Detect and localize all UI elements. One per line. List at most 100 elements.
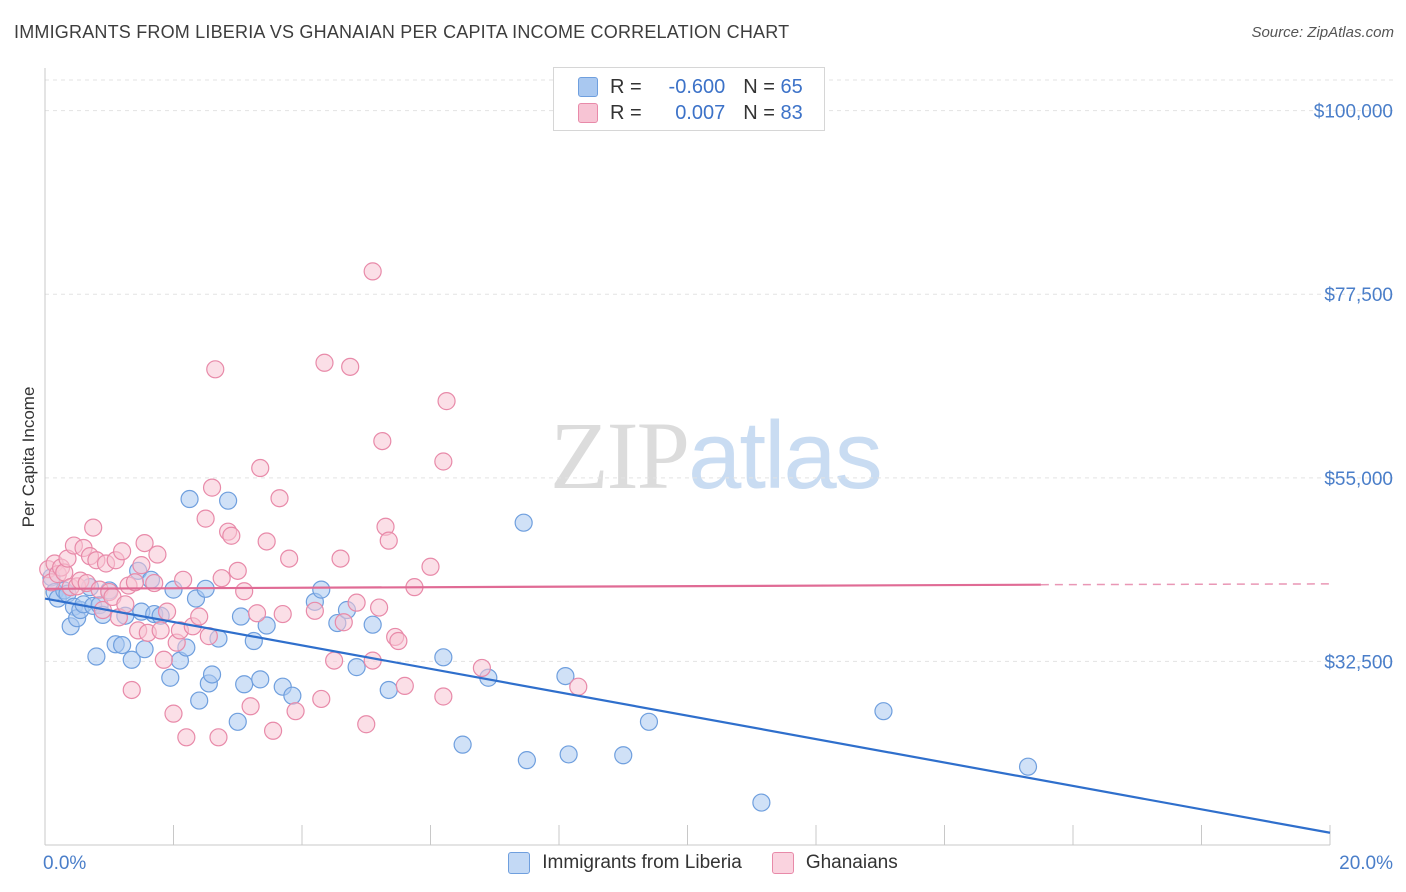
series-liberia-points — [42, 489, 1038, 812]
ghanaian-point-40 — [174, 570, 193, 589]
liberia-point-53 — [434, 648, 453, 667]
y-axis-label: Per Capita Income — [19, 387, 38, 528]
ghanaian-point-27 — [125, 573, 145, 592]
liberia-point-51 — [363, 615, 382, 634]
liberia-point-52 — [379, 680, 398, 700]
ghanaian-point-68 — [334, 613, 353, 632]
liberia-point-26 — [161, 668, 180, 687]
liberia-point-64 — [614, 746, 633, 765]
legend-r-label: R = — [610, 101, 642, 124]
ghanaian-point-61 — [280, 549, 299, 568]
ghanaian-point-65 — [315, 353, 334, 372]
liberia-point-62 — [874, 702, 893, 721]
ghanaian-point-24 — [116, 595, 135, 614]
liberia-point-54 — [453, 735, 472, 754]
liberia-point-30 — [180, 489, 199, 509]
liberia-point-43 — [257, 616, 276, 635]
watermark-zip: ZIP — [550, 402, 690, 509]
legend-row-ghanaians: R = 0.007 N = 83 — [578, 101, 803, 125]
ghanaian-point-49 — [212, 569, 231, 588]
liberia-point-57 — [517, 751, 536, 770]
liberia-point-59 — [559, 745, 578, 764]
ghanaian-point-72 — [363, 651, 382, 670]
ghanaian-point-69 — [341, 357, 360, 376]
ghanaian-point-70 — [347, 593, 366, 612]
ghanaian-point-81 — [434, 452, 453, 471]
ghanaian-point-59 — [270, 489, 289, 508]
series-legend: Immigrants from Liberia Ghanaians — [0, 852, 1406, 874]
x-tick-label-min: 0.0% — [43, 853, 86, 874]
ghanaian-point-60 — [273, 604, 292, 624]
ghanaian-point-26 — [122, 680, 141, 700]
legend-r-label: R = — [610, 75, 642, 98]
ghanaian-point-87 — [389, 631, 408, 651]
legend-swatch-liberia — [508, 852, 531, 874]
ghanaian-point-44 — [196, 509, 215, 528]
ghanaian-point-73 — [370, 598, 389, 617]
ghanaian-point-14 — [84, 518, 103, 537]
liberia-point-38 — [228, 712, 247, 731]
liberia-point-12 — [87, 647, 106, 666]
legend-label-ghanaians: Ghanaians — [805, 852, 898, 873]
y-tick-label: $32,500 — [1324, 652, 1393, 673]
ghanaian-point-78 — [395, 676, 414, 695]
liberia-point-56 — [514, 513, 533, 532]
ghanaian-point-56 — [251, 458, 270, 478]
grid-lines — [45, 79, 1395, 662]
ghanaian-point-46 — [202, 478, 222, 497]
correlation-legend: R = -0.600 N = 65 R = 0.007 N = 83 — [553, 67, 825, 131]
ghanaian-point-83 — [472, 658, 491, 678]
ghanaian-point-76 — [379, 531, 398, 550]
trend-line-ghanaians-extension — [1040, 583, 1331, 586]
legend-swatch-ghanaians — [771, 852, 794, 874]
ghanaian-point-63 — [305, 601, 324, 620]
liberia-point-32 — [190, 691, 209, 710]
liberia-point-37 — [219, 491, 238, 510]
liberia-point-60 — [639, 712, 659, 731]
legend-r-value: 0.007 — [675, 101, 726, 124]
y-tick-label: $100,000 — [1314, 102, 1393, 123]
ghanaian-point-53 — [235, 582, 254, 601]
liberia-point-39 — [231, 607, 251, 626]
legend-label-liberia: Immigrants from Liberia — [542, 852, 742, 873]
trend-line-ghanaians — [44, 583, 1041, 590]
legend-n-value: 65 — [780, 75, 803, 98]
ghanaian-point-36 — [157, 602, 177, 621]
ghanaian-point-66 — [325, 651, 344, 670]
ghanaian-point-54 — [241, 697, 260, 716]
liberia-point-61 — [752, 793, 771, 812]
ghanaian-point-86 — [434, 687, 453, 706]
ghanaian-point-23 — [112, 542, 132, 561]
trend-line-liberia — [44, 597, 1331, 834]
x-tick-label-max: 20.0% — [1339, 853, 1393, 874]
legend-item-liberia[interactable]: Immigrants from Liberia — [508, 852, 742, 874]
legend-n-label: N = — [743, 101, 775, 124]
ghanaian-point-62 — [286, 702, 305, 721]
ghanaian-point-43 — [190, 607, 209, 626]
trend-lines — [44, 583, 1331, 834]
watermark: ZIPatlas — [550, 400, 883, 511]
ghanaian-point-51 — [222, 526, 241, 545]
liberia-point-17 — [112, 635, 132, 655]
legend-swatch-ghanaians — [578, 103, 598, 123]
ghanaian-point-48 — [209, 728, 228, 747]
ghanaian-point-67 — [331, 549, 350, 568]
legend-item-ghanaians[interactable]: Ghanaians — [771, 852, 898, 874]
liberia-point-47 — [312, 580, 331, 599]
ghanaian-point-74 — [373, 432, 392, 451]
ghanaian-point-30 — [135, 533, 154, 553]
liberia-point-50 — [347, 658, 366, 677]
ghanaian-point-85 — [569, 677, 588, 696]
liberia-point-22 — [135, 640, 154, 659]
ghanaian-point-41 — [177, 728, 196, 747]
y-tick-label: $77,500 — [1324, 285, 1393, 306]
ghanaian-point-71 — [357, 715, 376, 734]
liberia-point-19 — [122, 650, 141, 669]
series-ghanaians-points — [39, 262, 588, 747]
ghanaian-point-52 — [228, 561, 247, 580]
liberia-point-35 — [202, 665, 222, 684]
liberia-point-42 — [251, 670, 270, 689]
ghanaian-point-55 — [247, 604, 267, 623]
liberia-point-58 — [556, 666, 575, 686]
